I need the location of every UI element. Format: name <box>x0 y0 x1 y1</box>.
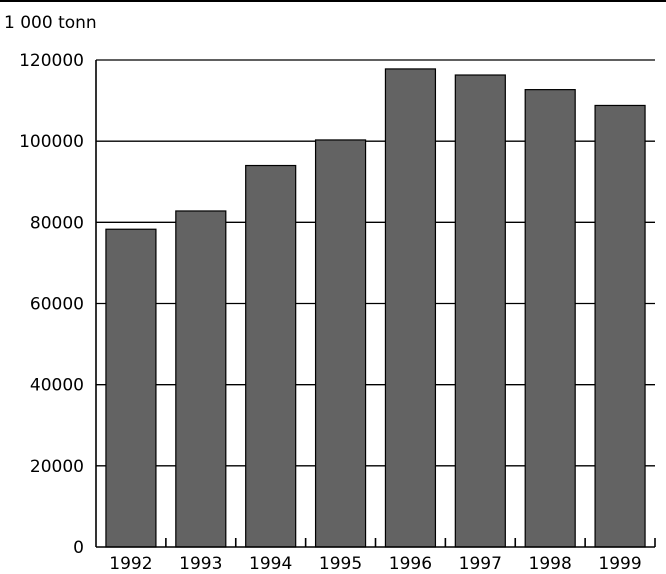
bar-1994 <box>245 164 297 548</box>
y-tick-label: 0 <box>73 538 84 558</box>
y-tick-labels: 0 20000 40000 60000 80000 100000 120000 <box>19 51 84 558</box>
bar-1992 <box>105 228 157 548</box>
axes <box>95 60 656 548</box>
x-tick-label: 1993 <box>179 554 222 574</box>
x-tick-label: 1997 <box>459 554 502 574</box>
y-axis-unit-label: 1 000 tonn <box>4 13 97 33</box>
y-tick-label: 120000 <box>19 51 84 71</box>
y-tick-label: 40000 <box>30 376 84 396</box>
x-tick-label: 1992 <box>109 554 152 574</box>
bar-1995 <box>314 139 367 548</box>
bar-1996 <box>384 68 437 548</box>
bar-1997 <box>454 74 506 548</box>
x-tick-label: 1998 <box>529 554 572 574</box>
x-tick-labels: 1992 1993 1994 1995 1996 1997 1998 1999 <box>109 554 641 574</box>
y-tick-label: 100000 <box>19 132 84 152</box>
x-tick-label: 1995 <box>319 554 362 574</box>
bar-1999 <box>594 104 646 548</box>
bars <box>105 68 646 548</box>
top-rule <box>0 0 666 2</box>
x-tick-label: 1994 <box>249 554 292 574</box>
x-tick-label: 1996 <box>389 554 432 574</box>
bar-1993 <box>175 210 227 548</box>
y-tick-label: 60000 <box>30 295 84 315</box>
x-tick-label: 1999 <box>598 554 641 574</box>
bar-1998 <box>524 89 576 548</box>
y-tick-label: 80000 <box>30 213 84 233</box>
y-tick-label: 20000 <box>30 457 84 477</box>
